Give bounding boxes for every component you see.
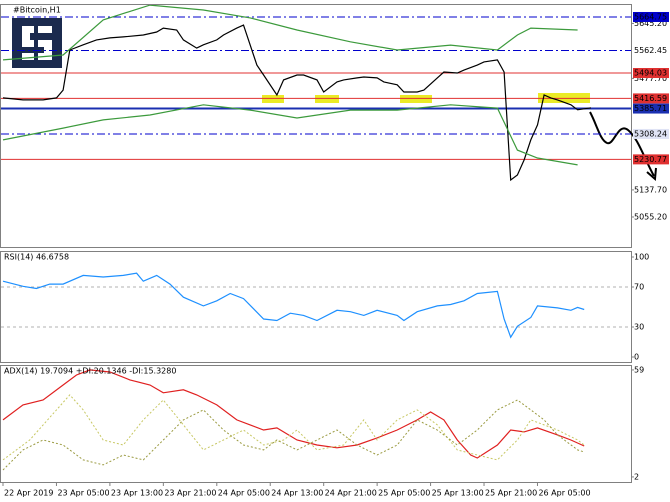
rsi-panel (0, 251, 632, 363)
series-line (2, 24, 591, 182)
level-label: 5308.24 (634, 129, 667, 138)
level-label-bg (633, 154, 669, 165)
panel-content (1, 5, 631, 182)
panel-title: RSI(14) 46.6758 (4, 253, 69, 262)
x-tick-label: 26 Apr 05:00 (538, 489, 590, 498)
level-label: 5664.75 (634, 12, 667, 21)
level-label: 5230.77 (634, 155, 667, 164)
series-line (2, 5, 578, 61)
x-tick-label: 25 Apr 13:00 (432, 489, 484, 498)
y-tick-label: 5055.20 (634, 212, 667, 221)
level-label-bg (633, 128, 669, 139)
y-tick-label: 2 (634, 472, 639, 481)
level-label-bg (633, 93, 669, 104)
panel-content (2, 369, 585, 471)
series-line (2, 104, 578, 166)
level-label: 5494.03 (634, 69, 667, 78)
level-label-bg (633, 103, 669, 114)
panel-title: ADX(14) 19.7094 +DI:20.1346 -DI:15.3280 (4, 367, 176, 376)
series-line (2, 394, 585, 461)
adx-panel (0, 365, 632, 483)
y-tick-label: 5645.20 (634, 19, 667, 28)
panel-content (1, 272, 631, 339)
arrow-path (589, 111, 655, 177)
logo (12, 18, 62, 68)
x-tick-label: 24 Apr 05:00 (218, 489, 270, 498)
series-line (2, 399, 585, 471)
forecast-arrow (589, 111, 657, 182)
level-label-bg (633, 11, 669, 22)
series-line (2, 369, 585, 459)
y-tick-label: 59 (634, 365, 644, 374)
x-tick-label: 23 Apr 21:00 (164, 489, 216, 498)
panel-frames (0, 4, 632, 483)
level-label: 5416.59 (634, 94, 667, 103)
highlight (262, 95, 284, 103)
y-tick-label: 100 (634, 253, 649, 262)
x-tick-label: 23 Apr 13:00 (111, 489, 163, 498)
series-line (2, 272, 585, 339)
level-label-bg (633, 68, 669, 79)
logo-cut (34, 26, 38, 60)
arrow-head (646, 167, 657, 182)
x-tick-label: 23 Apr 05:00 (57, 489, 109, 498)
panel-title: #Bitcoin,H1 (13, 6, 61, 15)
y-tick-label: 30 (634, 323, 644, 332)
highlight (400, 95, 432, 103)
level-label: 5562.45 (634, 46, 667, 55)
x-tick-label: 24 Apr 21:00 (325, 489, 377, 498)
x-tick-label: 24 Apr 13:00 (271, 489, 323, 498)
y-tick-label: 70 (634, 283, 644, 292)
level-label: 5385.71 (634, 104, 667, 113)
price-panel (0, 4, 632, 248)
level-label-bg (633, 45, 669, 56)
x-tick-label: 25 Apr 05:00 (378, 489, 430, 498)
x-tick-label: 25 Apr 21:00 (485, 489, 537, 498)
highlight (315, 95, 339, 103)
y-tick-label: 5477.70 (634, 74, 667, 83)
y-tick-label: 0 (634, 353, 639, 362)
y-tick-label: 5137.70 (634, 185, 667, 194)
x-tick-label: 22 Apr 2019 (4, 489, 53, 498)
